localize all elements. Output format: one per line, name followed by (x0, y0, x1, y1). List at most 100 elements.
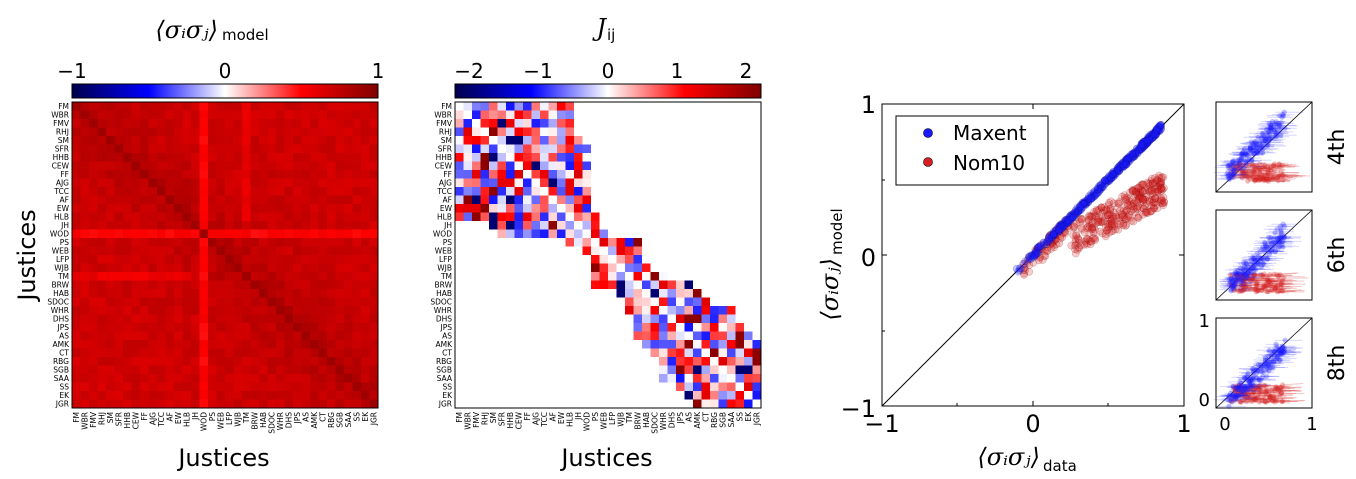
nom10-point (1158, 199, 1167, 208)
corr-cell (182, 127, 192, 137)
corr-cell (191, 263, 200, 273)
j-cell (718, 280, 728, 290)
corr-cell (80, 314, 90, 324)
corr-cell (191, 331, 200, 341)
j-cell (514, 314, 524, 324)
corr-cell (242, 195, 251, 205)
j-cell (727, 263, 736, 273)
corr-cell (344, 144, 353, 154)
j-cell (591, 127, 600, 137)
corr-cell (97, 263, 107, 273)
j-cell (472, 161, 481, 171)
j-cell (506, 195, 515, 205)
corr-cell (140, 348, 149, 358)
maxent-point (1281, 109, 1287, 115)
justice-tick-label: EK (744, 411, 753, 422)
corr-cell (233, 127, 243, 137)
j-cell (676, 348, 685, 358)
corr-cell (233, 289, 243, 298)
nom10-point (1157, 184, 1166, 192)
corr-cell (250, 382, 260, 392)
j-cell (455, 297, 464, 307)
corr-cell (97, 102, 107, 111)
j-cell (744, 399, 753, 409)
j-cell (710, 212, 719, 222)
j-cell (625, 255, 634, 264)
j-cell (506, 255, 515, 264)
corr-cell (361, 102, 370, 111)
nom10-point (1122, 206, 1131, 215)
j-cell (497, 357, 507, 366)
nom10-point (1133, 203, 1141, 212)
j-cell (684, 204, 694, 213)
justice-tick-label: TM (57, 272, 69, 281)
j-cell (472, 195, 481, 205)
nom10-point (1135, 192, 1144, 201)
corr-cell (284, 365, 294, 375)
j-cell (599, 102, 609, 111)
nom10-point (1124, 201, 1132, 209)
corr-cell (276, 255, 285, 264)
j-cell (625, 161, 634, 171)
j-cell (684, 212, 694, 222)
j-cell (684, 314, 694, 324)
j-cell (642, 323, 651, 332)
corr-cell (276, 238, 285, 247)
j-cell (633, 229, 643, 239)
j-cell (744, 323, 753, 332)
j-cell (523, 263, 532, 273)
j-cell (599, 314, 609, 324)
j-cell (710, 263, 719, 273)
corr-cell (114, 374, 124, 383)
corr-cell (276, 280, 285, 290)
j-cell (523, 348, 532, 358)
corr-cell (344, 280, 353, 290)
j-cell (463, 280, 473, 290)
corr-cell (293, 238, 302, 247)
j-cell (489, 221, 498, 230)
j-cell (752, 187, 762, 196)
corr-cell (327, 229, 336, 239)
corr-cell (97, 323, 107, 332)
corr-cell (369, 221, 379, 230)
j-cell (633, 246, 643, 256)
j-cell (591, 255, 600, 264)
j-cell (633, 212, 643, 222)
j-cell (718, 306, 728, 315)
corr-cell (199, 331, 209, 341)
corr-cell (216, 178, 226, 188)
corr-cell (361, 348, 370, 358)
corr-cell (131, 365, 141, 375)
corr-cell (140, 314, 149, 324)
maxent-point (1278, 235, 1284, 241)
j-cell (557, 102, 566, 111)
corr-cell (165, 263, 175, 273)
j-cell (701, 238, 711, 247)
corr-x-tick-labels: FM WBR FMV RHJ SM SFR HHB CEW FF AJG TCC AF EW HLB JH W… (72, 411, 379, 434)
j-cell (693, 331, 702, 341)
corr-cell (250, 263, 260, 273)
j-cell (650, 297, 660, 307)
j-cell (455, 357, 464, 366)
corr-cell (216, 136, 226, 145)
nom10-point (1108, 222, 1117, 230)
maxent-point (1056, 221, 1065, 230)
j-cell (727, 204, 736, 213)
corr-cell (114, 110, 124, 120)
nom10-point (1251, 170, 1257, 176)
nom10-point (1085, 221, 1094, 230)
j-cell (531, 340, 541, 349)
j-cell (531, 382, 541, 392)
j-cell (727, 297, 736, 307)
corr-cell (123, 374, 132, 383)
corr-cell (335, 178, 345, 188)
nom10-point (1149, 204, 1158, 212)
corr-cell (284, 238, 294, 247)
corr-cell (191, 229, 200, 239)
j-cell (642, 136, 651, 145)
nom10-point (1064, 222, 1072, 230)
j-cell (574, 263, 583, 273)
nom10-point (1136, 188, 1145, 196)
j-cell (616, 229, 626, 239)
corr-cell (352, 340, 362, 349)
